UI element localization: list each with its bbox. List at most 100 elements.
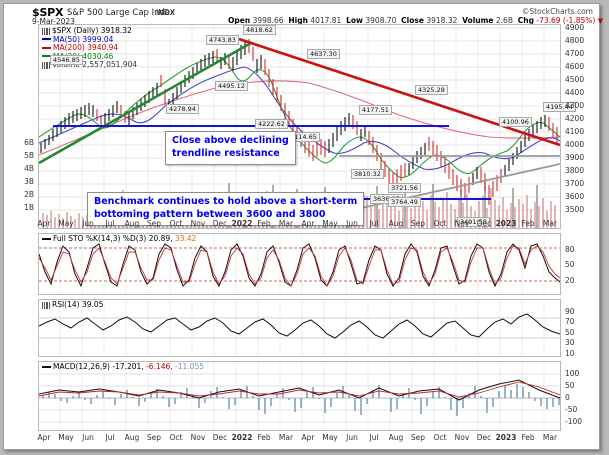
sto-ytick: 50: [565, 260, 575, 269]
chg-value: -73.69 (-1.85%): [536, 16, 596, 25]
price-xtick: Sep: [410, 219, 426, 228]
quote-bar: Open 3998.66 High 4017.81 Low 3908.70 Cl…: [228, 16, 603, 25]
price-label: 4100.96: [499, 117, 532, 127]
rsi-line: [39, 313, 560, 339]
bottom-xtick-year: 2022: [231, 433, 253, 442]
sto-ytick: 20: [565, 276, 575, 285]
price-ytick: 4300: [565, 101, 585, 110]
sto-gridlines: [39, 234, 560, 294]
price-label: 4818.62: [243, 25, 276, 35]
volume-ytick: 5B: [24, 151, 34, 160]
sto-chart-svg: [39, 234, 560, 294]
rsi-swatch-icon: [42, 301, 50, 309]
price-xtick: Oct: [169, 219, 183, 228]
sto-k-value: 20.89,: [148, 234, 173, 243]
volume-ytick: 3B: [24, 177, 34, 186]
macd-value: -17.201,: [112, 362, 144, 371]
price-xtick-year: 2023: [495, 219, 517, 228]
price-ytick: 3700: [565, 179, 585, 188]
price-label: 4222.62: [255, 119, 288, 129]
rsi-chart-svg: [39, 300, 560, 356]
bottom-xtick: Oct: [433, 433, 447, 442]
ma20-swatch-icon: [42, 55, 51, 58]
bottom-xtick: Jul: [369, 433, 379, 442]
bottom-xtick: Dec: [476, 433, 492, 442]
high-value: 4017.81: [310, 16, 342, 25]
rsi-panel[interactable]: RSI(14) 39.05: [38, 299, 561, 357]
price-label: 3721.56: [388, 183, 421, 193]
rsi-legend: RSI(14) 39.05: [42, 300, 103, 310]
price-xtick: Nov: [454, 219, 470, 228]
price-ytick: 3800: [565, 166, 585, 175]
legend-price: $SPX (Daily) 3918.32: [42, 26, 137, 36]
price-xtick: Jun: [82, 219, 94, 228]
ma20-line: [39, 56, 560, 179]
ma200-swatch-icon: [42, 46, 51, 49]
rsi-gridlines: [39, 300, 560, 356]
price-label: 4495.12: [215, 81, 248, 91]
price-xtick: Sep: [146, 219, 162, 228]
volume-label: Volume: [462, 16, 494, 25]
price-ytick: 3500: [565, 205, 585, 214]
price-ytick: 4200: [565, 114, 585, 123]
macd-signal-line: [39, 381, 560, 398]
price-label: 3491.58: [457, 217, 490, 227]
low-value: 3908.70: [365, 16, 397, 25]
bottom-xtick: Jun: [346, 433, 358, 442]
stochastic-panel[interactable]: Full STO %K(14,3) %D(3) 20.89, 33.42: [38, 233, 561, 295]
close-value: 3918.32: [426, 16, 458, 25]
sto-k-line: [39, 243, 560, 288]
bottom-xtick: Oct: [169, 433, 183, 442]
downtrend-line: [238, 37, 560, 147]
price-xtick: Apr: [37, 219, 51, 228]
legend-ma200: MA(200) 3940.94: [42, 43, 137, 53]
macd-panel[interactable]: MACD(12,26,9) -17.201, -6.146, -11.055: [38, 361, 561, 431]
price-ytick: 4600: [565, 62, 585, 71]
macd-hist-value: -11.055: [175, 362, 204, 371]
price-ytick: 4700: [565, 49, 585, 58]
price-label: 3764.49: [388, 197, 421, 207]
macd-swatch-icon: [42, 365, 51, 368]
price-xtick: Aug: [388, 219, 404, 228]
bottom-xtick: Sep: [146, 433, 162, 442]
chg-label: Chg: [517, 16, 534, 25]
volume-ytick: 1B: [24, 203, 34, 212]
grey-channel-lower: [338, 163, 560, 214]
price-xtick: Mar: [542, 219, 558, 228]
price-label: 4743.83: [206, 35, 239, 45]
price-ytick: 3900: [565, 153, 585, 162]
price-label: 4177.51: [359, 105, 392, 115]
price-xtick: Jul: [105, 219, 115, 228]
price-xtick-year: 2022: [231, 219, 253, 228]
macd-ytick: -100: [565, 417, 583, 426]
sto-legend: Full STO %K(14,3) %D(3) 20.89, 33.42: [42, 234, 197, 244]
volume-ytick: 4B: [24, 164, 34, 173]
legend-ma50: MA(50) 3999.04: [42, 35, 137, 45]
price-xtick: Jun: [346, 219, 358, 228]
bottom-xtick: Aug: [124, 433, 140, 442]
bottom-xtick: Apr: [37, 433, 51, 442]
price-ytick: 4400: [565, 88, 585, 97]
symbol-exchange: INDX: [156, 8, 175, 17]
rsi-ytick: 50: [565, 328, 575, 337]
sto-swatch-icon: [42, 237, 51, 240]
sto-d-value: 33.42: [174, 234, 197, 243]
macd-ytick: 50: [565, 381, 575, 390]
uptrend-line: [39, 41, 252, 165]
price-ytick: 4000: [565, 140, 585, 149]
bottom-xtick: Feb: [257, 433, 271, 442]
price-xtick: Mar: [278, 219, 294, 228]
price-xtick: Feb: [257, 219, 271, 228]
rsi-ytick: 10: [565, 349, 575, 358]
bottom-xtick: May: [322, 433, 338, 442]
symbol-ticker: $SPX: [32, 6, 64, 19]
macd-chart-svg: [39, 362, 560, 430]
bottom-xtick: Aug: [388, 433, 404, 442]
sto-d-line: [39, 245, 560, 287]
bottom-xtick: Nov: [454, 433, 470, 442]
bottom-xtick: Dec: [212, 433, 228, 442]
legend-ma20: MA(20) 4030.46: [42, 52, 137, 62]
low-label: Low: [346, 16, 363, 25]
price-label: 3810.32: [351, 169, 384, 179]
legend-volume: Volume 2,557,051,904: [42, 61, 137, 70]
